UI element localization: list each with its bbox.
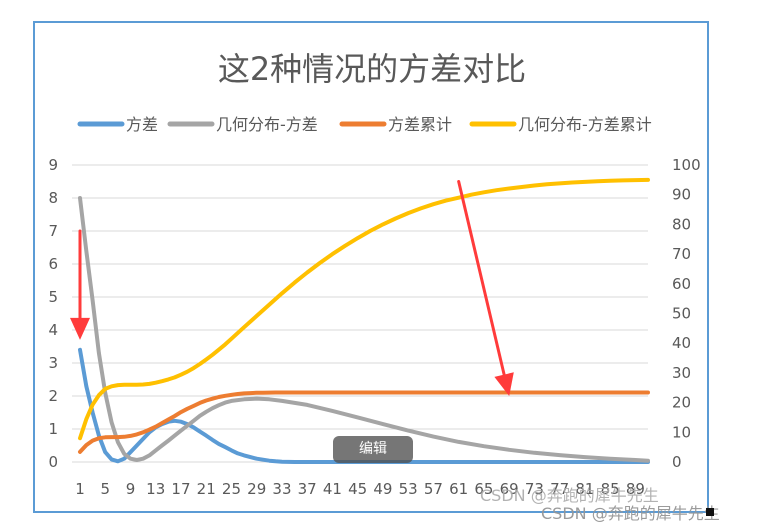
- watermark-text: CSDN @奔跑的犀牛先生: [480, 486, 659, 505]
- x-tick-label: 61: [449, 480, 468, 498]
- y-left-tick-label: 9: [48, 156, 58, 174]
- series-line: [78, 177, 650, 441]
- x-tick-label: 85: [601, 480, 620, 498]
- y-axis-left: 0 1 2 3 4 5 6 7 8 9: [48, 156, 58, 471]
- legend-label: 方差: [126, 115, 158, 134]
- y-right-tick-label: 60: [672, 275, 691, 293]
- y-right-tick-label: 70: [672, 245, 691, 263]
- y-left-tick-label: 7: [48, 222, 58, 240]
- y-right-tick-label: 10: [672, 423, 691, 441]
- y-axis-right: 0 10 20 30 40 50 60 70 80 90 100: [672, 156, 701, 471]
- legend-label: 几何分布-方差: [216, 115, 318, 134]
- x-tick-label: 69: [500, 480, 519, 498]
- y-left-tick-label: 2: [48, 387, 58, 405]
- y-right-tick-label: 30: [672, 364, 691, 382]
- legend-label: 几何分布-方差累计: [518, 115, 652, 134]
- x-tick-label: 73: [525, 480, 544, 498]
- x-tick-label: 77: [550, 480, 569, 498]
- y-left-tick-label: 6: [48, 255, 58, 273]
- x-tick-label: 5: [100, 480, 110, 498]
- x-tick-label: 49: [373, 480, 392, 498]
- x-tick-label: 57: [424, 480, 443, 498]
- y-right-tick-label: 50: [672, 305, 691, 323]
- x-tick-label: 9: [126, 480, 136, 498]
- x-tick-label: 89: [626, 480, 645, 498]
- annotations: [70, 180, 514, 396]
- gridlines: [72, 164, 648, 463]
- x-tick-label: 33: [272, 480, 291, 498]
- x-tick-label: 29: [247, 480, 266, 498]
- series-line: [78, 196, 650, 463]
- y-left-tick-label: 0: [48, 453, 58, 471]
- series-group: [78, 177, 650, 464]
- resize-handle[interactable]: [706, 508, 714, 516]
- x-tick-label: 65: [474, 480, 493, 498]
- series-line: [78, 390, 650, 454]
- x-axis: 1 5 9 13 17 21 25 29 33 37 41 45 49 53 57 61 65 69 73 77 81 8…: [75, 480, 645, 498]
- x-tick-label: 1: [75, 480, 85, 498]
- legend: 方差 几何分布-方差 方差累计 几何分布-方差累计: [77, 115, 652, 134]
- y-left-tick-label: 4: [48, 321, 58, 339]
- y-left-tick-label: 8: [48, 189, 58, 207]
- arrow-head: [70, 317, 90, 340]
- y-right-tick-label: 90: [672, 186, 691, 204]
- arrow-head: [494, 372, 514, 396]
- y-right-tick-label: 20: [672, 394, 691, 412]
- x-tick-label: 13: [146, 480, 165, 498]
- x-tick-label: 21: [197, 480, 216, 498]
- x-tick-label: 41: [323, 480, 342, 498]
- y-right-tick-label: 40: [672, 334, 691, 352]
- watermark-text: CSDN @奔跑的犀牛先生: [541, 504, 720, 523]
- y-left-tick-label: 3: [48, 354, 58, 372]
- y-right-tick-label: 80: [672, 215, 691, 233]
- x-tick-label: 45: [348, 480, 367, 498]
- y-left-tick-label: 5: [48, 288, 58, 306]
- x-tick-label: 25: [222, 480, 241, 498]
- y-right-tick-label: 100: [672, 156, 701, 174]
- x-tick-label: 81: [575, 480, 594, 498]
- y-right-tick-label: 0: [672, 453, 682, 471]
- x-tick-label: 17: [171, 480, 190, 498]
- x-tick-label: 53: [399, 480, 418, 498]
- legend-label: 方差累计: [388, 115, 452, 134]
- x-tick-label: 37: [298, 480, 317, 498]
- chart-title: 这2种情况的方差对比: [218, 50, 526, 88]
- edit-button[interactable]: 编辑: [333, 436, 413, 463]
- y-left-tick-label: 1: [48, 420, 58, 438]
- arrow-shaft: [457, 180, 506, 377]
